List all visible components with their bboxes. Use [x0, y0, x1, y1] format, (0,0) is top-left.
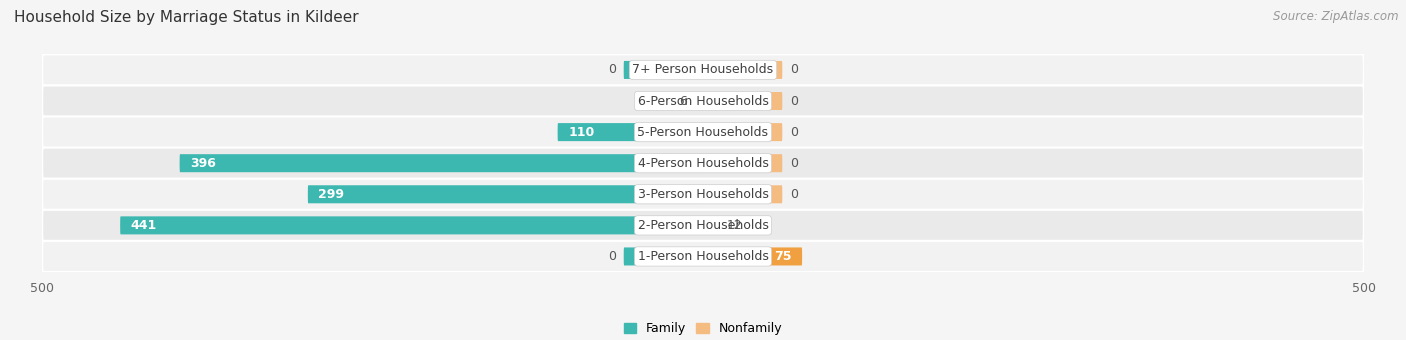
Text: 0: 0 — [790, 95, 799, 107]
Text: 5-Person Households: 5-Person Households — [637, 125, 769, 139]
FancyBboxPatch shape — [703, 92, 782, 110]
FancyBboxPatch shape — [308, 185, 703, 203]
FancyBboxPatch shape — [703, 123, 782, 141]
Text: 12: 12 — [727, 219, 742, 232]
Text: 396: 396 — [190, 157, 217, 170]
Text: 0: 0 — [607, 64, 616, 76]
Text: 299: 299 — [318, 188, 344, 201]
FancyBboxPatch shape — [120, 216, 703, 234]
Text: 3-Person Households: 3-Person Households — [637, 188, 769, 201]
FancyBboxPatch shape — [624, 61, 703, 79]
FancyBboxPatch shape — [42, 117, 1364, 148]
Text: Household Size by Marriage Status in Kildeer: Household Size by Marriage Status in Kil… — [14, 10, 359, 25]
FancyBboxPatch shape — [703, 248, 801, 266]
FancyBboxPatch shape — [42, 54, 1364, 85]
FancyBboxPatch shape — [703, 216, 718, 234]
Text: 6-Person Households: 6-Person Households — [637, 95, 769, 107]
FancyBboxPatch shape — [703, 61, 782, 79]
Text: 75: 75 — [775, 250, 792, 263]
FancyBboxPatch shape — [42, 179, 1364, 210]
Text: 4-Person Households: 4-Person Households — [637, 157, 769, 170]
Text: 0: 0 — [607, 250, 616, 263]
Text: 0: 0 — [790, 188, 799, 201]
FancyBboxPatch shape — [42, 210, 1364, 241]
FancyBboxPatch shape — [42, 241, 1364, 272]
FancyBboxPatch shape — [42, 148, 1364, 179]
FancyBboxPatch shape — [695, 92, 703, 110]
Text: 1-Person Households: 1-Person Households — [637, 250, 769, 263]
FancyBboxPatch shape — [42, 85, 1364, 117]
Text: 0: 0 — [790, 157, 799, 170]
Text: 7+ Person Households: 7+ Person Households — [633, 64, 773, 76]
Text: 110: 110 — [568, 125, 595, 139]
Text: Source: ZipAtlas.com: Source: ZipAtlas.com — [1274, 10, 1399, 23]
FancyBboxPatch shape — [703, 154, 782, 172]
Text: 441: 441 — [131, 219, 157, 232]
Text: 2-Person Households: 2-Person Households — [637, 219, 769, 232]
FancyBboxPatch shape — [558, 123, 703, 141]
Text: 6: 6 — [679, 95, 688, 107]
FancyBboxPatch shape — [624, 248, 703, 266]
FancyBboxPatch shape — [180, 154, 703, 172]
Text: 0: 0 — [790, 125, 799, 139]
Text: 0: 0 — [790, 64, 799, 76]
FancyBboxPatch shape — [703, 185, 782, 203]
Legend: Family, Nonfamily: Family, Nonfamily — [624, 322, 782, 335]
